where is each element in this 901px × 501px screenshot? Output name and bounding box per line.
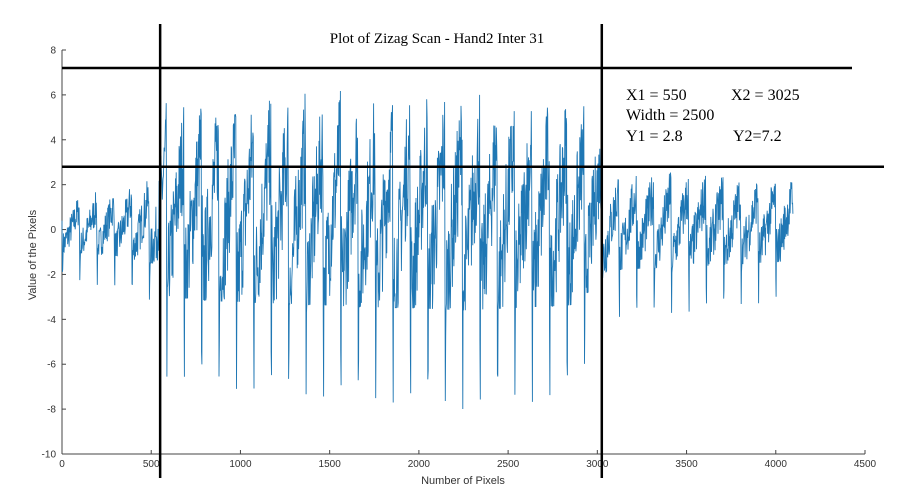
x-tick-label: 4500	[854, 459, 877, 470]
annotation-box: X1 = 550 X2 = 3025 Width = 2500 Y1 = 2.8…	[626, 87, 800, 145]
x-tick-label: 3500	[675, 459, 698, 470]
x-tick-label: 0	[59, 459, 65, 470]
x-axis-label: Number of Pixels	[421, 475, 505, 487]
annotation-x2: X2 = 3025	[731, 87, 800, 104]
y-tick-label: -8	[47, 405, 56, 416]
y-tick-label: -6	[47, 360, 56, 371]
x-tick-label: 2000	[408, 459, 431, 470]
x-tick-label: 2500	[497, 459, 520, 470]
annotation-y2: Y2=7.2	[733, 128, 782, 145]
x-tick-label: 1000	[229, 459, 252, 470]
y-tick-label: -10	[42, 450, 57, 461]
y-tick-label: 4	[50, 135, 56, 146]
y-tick-label: 2	[50, 180, 56, 191]
y-tick-label: 0	[50, 225, 56, 236]
x-tick-label: 4000	[765, 459, 788, 470]
y-tick-label: -2	[47, 270, 56, 281]
x-ticks: 0 500 1000 1500 2000 2500 3000 3500 4000 4500	[59, 450, 877, 470]
annotation-width: Width = 2500	[626, 107, 714, 124]
y-tick-label: 8	[50, 46, 56, 57]
y-tick-label: 6	[50, 90, 56, 101]
annotation-y1: Y1 = 2.8	[626, 128, 683, 145]
y-tick-label: -4	[47, 315, 56, 326]
x-tick-label: 500	[143, 459, 160, 470]
x-tick-label: 3000	[586, 459, 609, 470]
chart-title: Plot of Zizag Scan - Hand2 Inter 31	[330, 31, 545, 47]
y-ticks: -10 -8 -6 -4 -2 0 2 4 6 8	[42, 46, 66, 461]
x-tick-label: 1500	[319, 459, 342, 470]
data-series-signal	[61, 90, 794, 410]
series-line	[61, 90, 794, 410]
y-axis-label: Value of the Pixels	[27, 209, 39, 300]
annotation-x1: X1 = 550	[626, 87, 687, 104]
reference-lines	[62, 24, 884, 478]
